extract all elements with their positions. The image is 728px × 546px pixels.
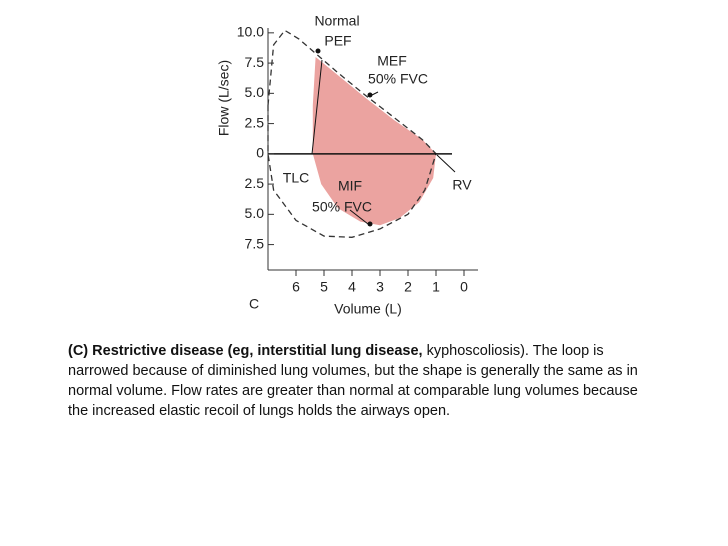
annotation: Normal <box>314 13 359 29</box>
y-tick-label: 5.0 <box>245 205 265 221</box>
annotation: MEF <box>377 53 407 69</box>
x-tick-label: 2 <box>404 279 412 295</box>
panel-label: C <box>249 296 259 312</box>
caption-text: kyphoscoliosis). The loop is narrowed be… <box>68 343 638 419</box>
y-tick-label: 7.5 <box>245 235 265 251</box>
y-tick-label: 10.0 <box>237 24 264 40</box>
annotation: 50% FVC <box>312 199 372 215</box>
marker-dot <box>367 92 373 98</box>
caption-bold: (C) Restrictive disease (eg, interstitia… <box>68 343 423 359</box>
y-tick-label: 2.5 <box>245 114 265 130</box>
x-axis-label: Volume (L) <box>334 301 402 317</box>
pointer <box>371 91 379 96</box>
x-tick-label: 6 <box>292 279 300 295</box>
y-tick-label: 7.5 <box>245 54 265 70</box>
x-tick-label: 3 <box>376 279 384 295</box>
y-tick-label: 2.5 <box>245 175 265 191</box>
annotation: RV <box>452 177 472 193</box>
marker-dot <box>315 48 321 54</box>
pointer <box>311 59 323 155</box>
annotation: PEF <box>324 33 351 49</box>
annotation: TLC <box>283 170 309 186</box>
annotation: MIF <box>338 178 362 194</box>
pointer <box>349 209 369 225</box>
y-axis-label: Flow (L/sec) <box>216 60 232 136</box>
x-tick-label: 4 <box>348 279 356 295</box>
restrictive-loop <box>312 57 436 226</box>
pointer <box>436 154 456 173</box>
marker-dot <box>367 221 373 227</box>
x-tick-label: 5 <box>320 279 328 295</box>
y-tick-label: 5.0 <box>245 84 265 100</box>
x-tick-label: 0 <box>460 279 468 295</box>
chart: Flow (L/sec) Volume (L) C 10.0 7.5 5.0 2.5 0… <box>216 13 478 317</box>
annotation: 50% FVC <box>368 71 428 87</box>
x-tick-label: 1 <box>432 279 440 295</box>
y-tick-label: 0 <box>256 145 264 161</box>
caption: (C) Restrictive disease (eg, interstitia… <box>68 341 653 421</box>
